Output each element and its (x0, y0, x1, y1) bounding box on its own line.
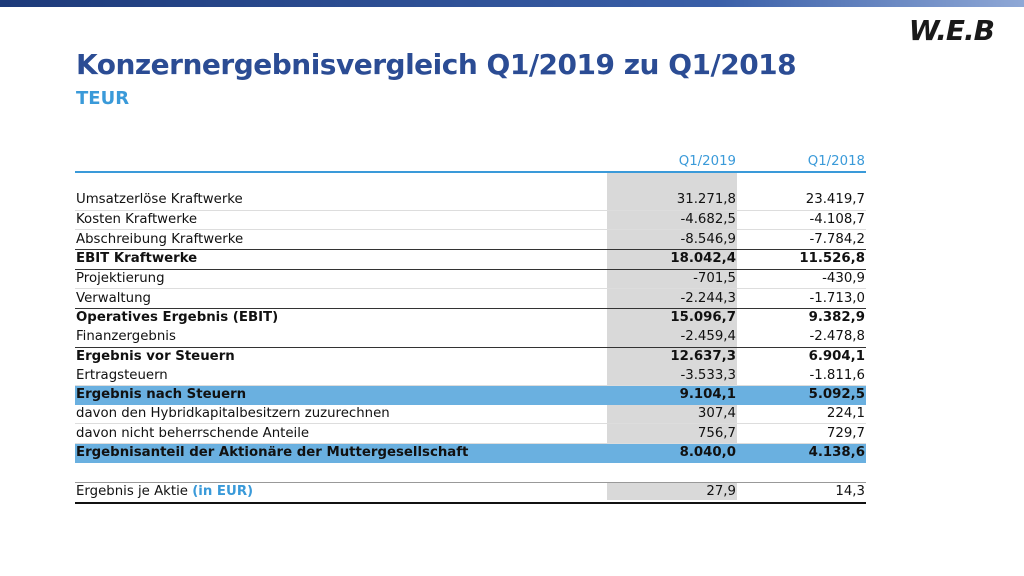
cell: -4.108,7 (737, 210, 866, 231)
table-row: Ergebnis nach Steuern 9.104,1 5.092,5 (75, 385, 866, 405)
cell: 8.040,0 (607, 443, 737, 463)
cell: -8.546,9 (607, 229, 737, 251)
row-label: Umsatzerlöse Kraftwerke (75, 191, 607, 211)
eps-table: Ergebnis je Aktie (in EUR) 27,9 14,3 (75, 481, 866, 504)
cell: -2.459,4 (607, 327, 737, 348)
cell: -2.244,3 (607, 288, 737, 310)
table-row: EBIT Kraftwerke 18.042,4 11.526,8 (75, 249, 866, 270)
cell: 6.904,1 (808, 348, 865, 364)
table-row: Verwaltung -2.244,3 -1.713,0 (75, 288, 866, 310)
row-label: Finanzergebnis (75, 327, 607, 348)
subtitle: TEUR (76, 88, 130, 109)
cell: 5.092,5 (737, 385, 866, 405)
row-label: Operatives Ergebnis (EBIT) (76, 310, 279, 326)
table-row: Projektierung -701,5 -430,9 (75, 269, 866, 290)
table-row: davon den Hybridkapitalbesitzern zuzurec… (75, 404, 866, 425)
row-label: Verwaltung (75, 288, 607, 310)
cell: -1.713,0 (737, 288, 866, 310)
cell: 9.104,1 (607, 385, 737, 405)
eps-row: Ergebnis je Aktie (in EUR) 27,9 14,3 (75, 481, 866, 504)
eps-unit: (in EUR) (192, 484, 254, 500)
cell: 9.382,9 (808, 310, 865, 326)
row-label: Ergebnis je Aktie (in EUR) (75, 481, 607, 504)
row-label: Abschreibung Kraftwerke (75, 229, 607, 251)
table-row: Umsatzerlöse Kraftwerke 31.271,8 23.419,7 (75, 191, 866, 211)
table-row: Operatives Ergebnis (EBIT) 15.096,7 9.382,… (75, 309, 866, 328)
row-label: Ergebnis vor Steuern (76, 348, 235, 364)
row-label: Ergebnis nach Steuern (75, 385, 607, 405)
cell: 224,1 (737, 404, 866, 425)
table-row: Kosten Kraftwerke -4.682,5 -4.108,7 (75, 210, 866, 231)
row-label: Projektierung (75, 269, 607, 290)
table-row: Ergebnis vor Steuern 12.637,3 6.904,1 (75, 347, 866, 366)
column-header: Q1/2018 (737, 152, 866, 173)
cell: 4.138,6 (737, 443, 866, 463)
row-label: Kosten Kraftwerke (75, 210, 607, 231)
cell: 27,9 (607, 481, 737, 504)
cell: 15.096,7 (670, 310, 736, 326)
cell: 307,4 (607, 404, 737, 425)
cell: 756,7 (607, 423, 737, 444)
cell: 11.526,8 (737, 249, 866, 270)
cell: 12.637,3 (670, 348, 736, 364)
table-row: Ertragsteuern -3.533,3 -1.811,6 (75, 366, 866, 386)
cell: 729,7 (737, 423, 866, 444)
cell: 23.419,7 (737, 191, 866, 211)
cell: -3.533,3 (607, 366, 737, 386)
eps-label: Ergebnis je Aktie (76, 484, 188, 500)
row-label: davon nicht beherrschende Anteile (75, 423, 607, 444)
cell: 31.271,8 (607, 191, 737, 211)
logo: W.E.B (908, 14, 995, 47)
cell: -701,5 (607, 269, 737, 290)
top-bar (0, 0, 1024, 7)
table-row: davon nicht beherrschende Anteile 756,7 72… (75, 423, 866, 444)
cell: -430,9 (737, 269, 866, 290)
row-label: Ergebnisanteil der Aktionäre der Mutterg… (75, 443, 607, 463)
cell: -2.478,8 (737, 327, 866, 348)
row-label: davon den Hybridkapitalbesitzern zuzurec… (75, 404, 607, 425)
cell: 14,3 (737, 481, 866, 504)
table-row: Ergebnisanteil der Aktionäre der Mutterg… (75, 443, 866, 463)
title: Konzernergebnisvergleich Q1/2019 zu Q1/2… (76, 48, 797, 81)
column-header: Q1/2019 (607, 152, 737, 173)
cell: -7.784,2 (737, 229, 866, 251)
row-label: EBIT Kraftwerke (75, 249, 607, 270)
results-table: Q1/2019 Q1/2018 Umsatzerlöse Kraftwerke 3… (75, 152, 866, 463)
header-row: Q1/2019 Q1/2018 (75, 152, 866, 173)
cell: -1.811,6 (737, 366, 866, 386)
table-row: Finanzergebnis -2.459,4 -2.478,8 (75, 327, 866, 348)
cell: 18.042,4 (607, 249, 737, 270)
row-label: Ertragsteuern (75, 366, 607, 386)
cell: -4.682,5 (607, 210, 737, 231)
table-row: Abschreibung Kraftwerke -8.546,9 -7.784,2 (75, 229, 866, 251)
